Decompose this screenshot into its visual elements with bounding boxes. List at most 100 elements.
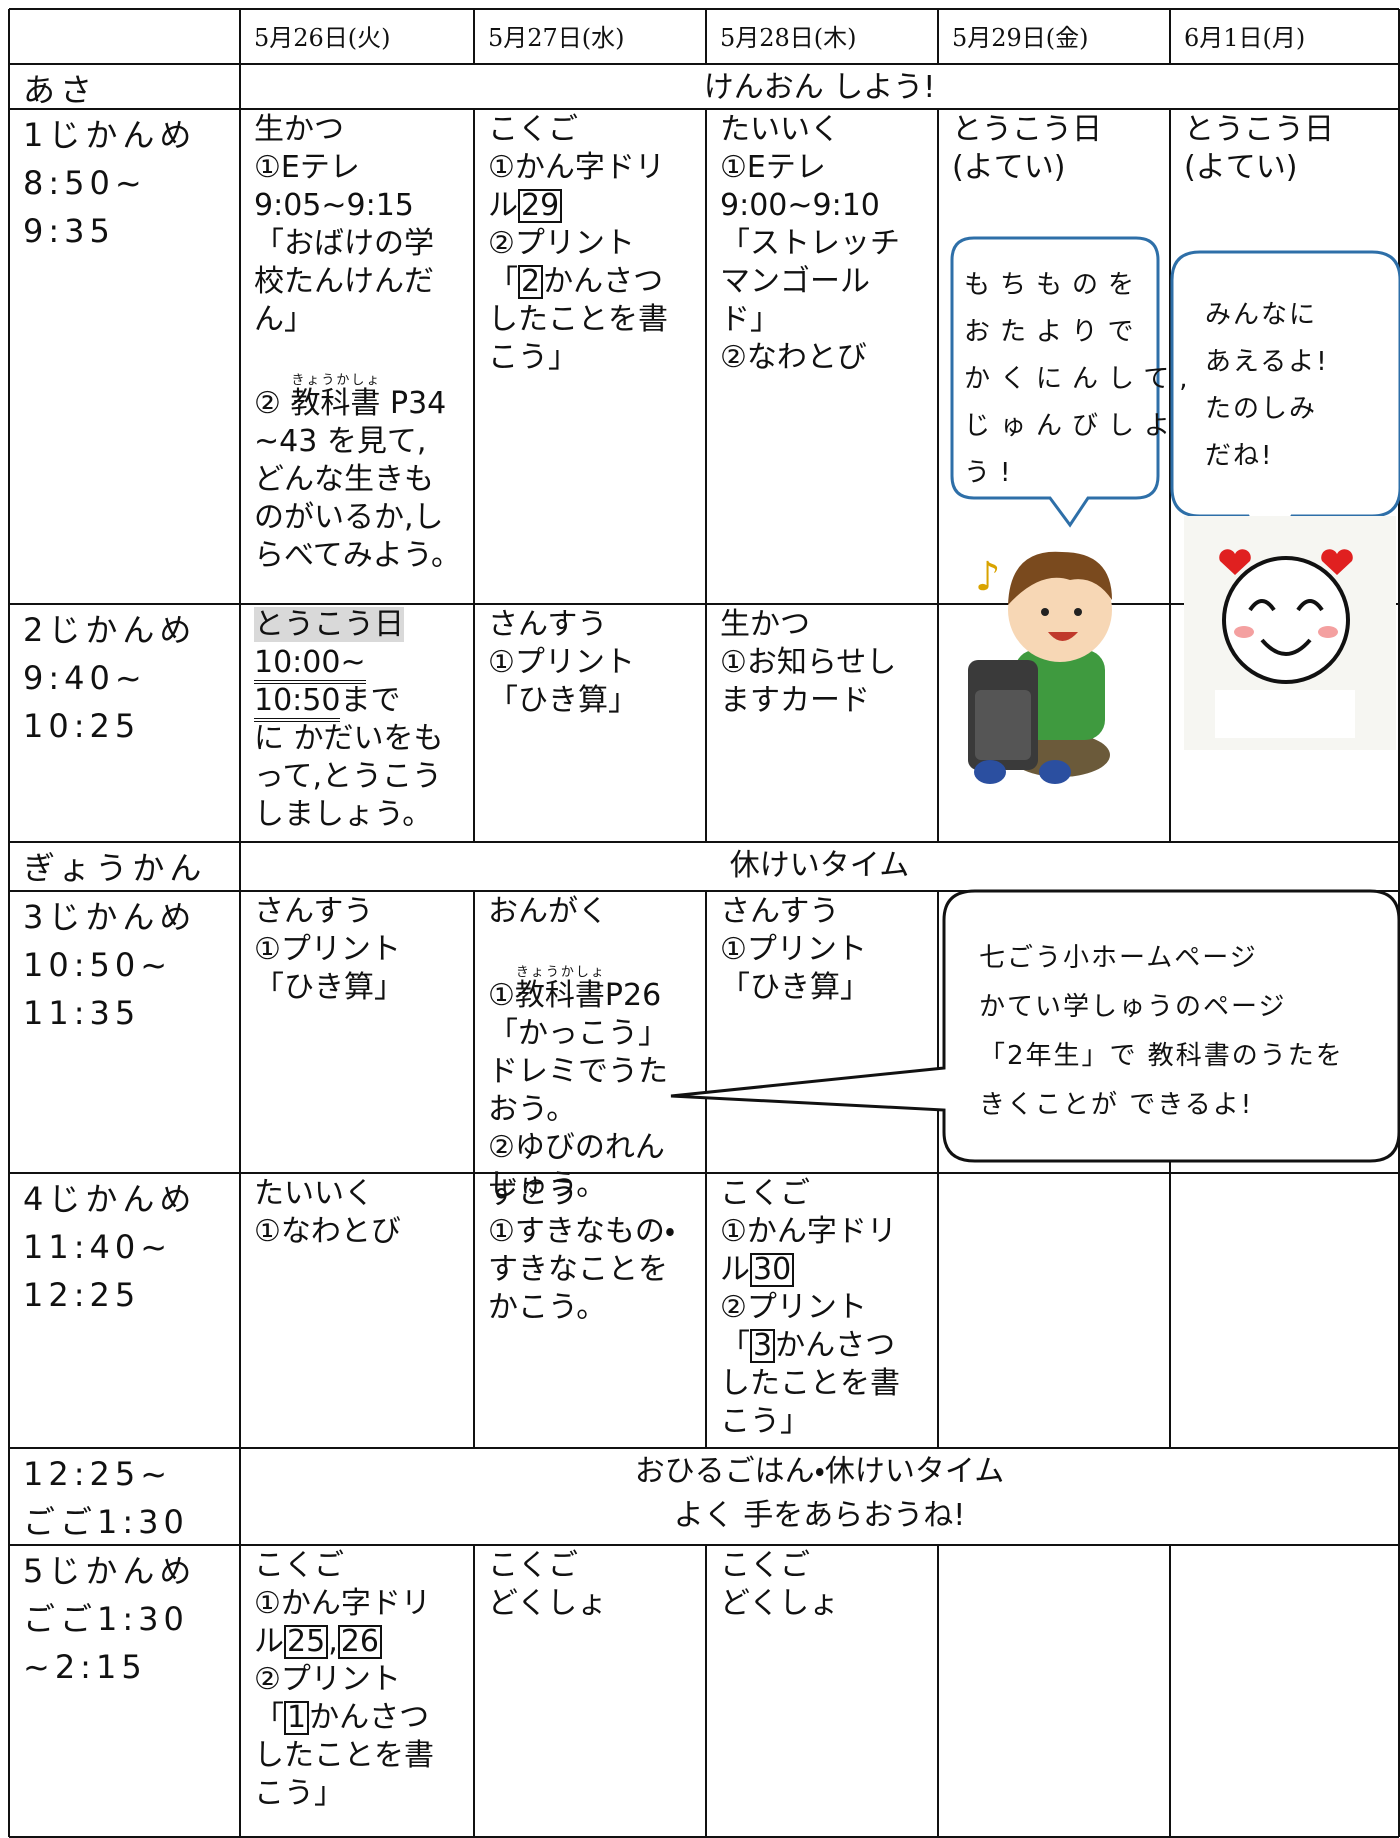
text-line: あえるよ! xyxy=(1205,347,1329,377)
text-line: しゅう。 xyxy=(488,1168,607,1203)
row-label: 4じかんめ 11:40~ 12:25 xyxy=(9,1173,240,1448)
text-line: どんな生きも xyxy=(254,462,434,497)
ruby-reading: きょうかしょ xyxy=(514,965,605,980)
text-line: 9:05~9:15 xyxy=(254,188,414,223)
text-line: しましょう。 xyxy=(254,797,433,832)
text-line: けんおん しよう! xyxy=(703,70,936,105)
text-line: 「2 かんさつ xyxy=(488,263,706,301)
text-line: に かだいをも xyxy=(254,721,444,756)
text-line: 「3 かんさつ xyxy=(720,1327,938,1365)
text-line: 校たんけんだ xyxy=(254,264,434,299)
text-line: ますカード xyxy=(720,683,870,718)
cell: ずこう ①すきなもの・ すきなことを かこう。 xyxy=(474,1173,706,1448)
text-line: かこう。 xyxy=(488,1290,607,1325)
ruby-base: 教科書 xyxy=(514,978,605,1013)
text: ル xyxy=(720,1252,750,1287)
text: ②プリント xyxy=(488,226,635,261)
cell xyxy=(1170,1173,1399,1448)
text-line: 「1 かんさつ xyxy=(254,1699,474,1737)
ruby-base: 教科書 xyxy=(290,386,381,421)
date: 5月27日(水) xyxy=(488,24,625,52)
cell: さんすう ①プリント 「ひき算」 xyxy=(240,891,474,1173)
text-line: 9:40~ xyxy=(23,659,147,697)
text: ル xyxy=(488,188,518,223)
text-line: ②ゆびのれん xyxy=(488,1130,665,1165)
underlined-text: 10:50 xyxy=(254,683,341,722)
text-line: おう。 xyxy=(488,1092,577,1127)
text: 「 xyxy=(254,1700,284,1735)
text-line: よく 手をあらおうね! xyxy=(673,1498,966,1533)
cell: おんがく ①教科書きょうかしょP26 「かっこう」 ドレミでうた おう。 ②ゆびのれん しゅ… xyxy=(474,891,706,1203)
text-line: 8:50~ xyxy=(23,164,147,202)
row-label: 3じかんめ 10:50~ 11:35 xyxy=(9,891,240,1173)
text-line: 「2年生」で 教科書のうたを xyxy=(979,1041,1344,1071)
date: 5月29日(金) xyxy=(952,24,1089,52)
text-line: とうこう日 xyxy=(254,606,474,644)
boy-illustration: ♪ xyxy=(968,551,1112,784)
cell: こくご どくしょ xyxy=(474,1545,706,1837)
cell: こくご ①かん字ドリル 30 ②プリント「3 かんさつ したことを書 こう」 xyxy=(706,1173,938,1448)
text-line: 9:00~9:10 xyxy=(720,188,880,223)
text-line: ①お知らせし xyxy=(720,645,897,680)
row-label: 1じかんめ 8:50~ 9:35 xyxy=(9,109,240,604)
text: まで xyxy=(340,683,401,718)
cell: とうこう日 (よてい) xyxy=(938,109,1170,604)
text-line: したことを書 xyxy=(488,302,668,337)
text-line: おたよりで xyxy=(964,317,1144,347)
date: 5月26日(火) xyxy=(254,24,391,52)
column-header: 5月28日(木) xyxy=(706,9,938,64)
column-header: 5月26日(火) xyxy=(240,9,474,64)
text-line: って,とうこう xyxy=(254,759,443,794)
text-line: (よてい) xyxy=(952,150,1066,185)
text: ② xyxy=(254,386,291,421)
text-line: こう」 xyxy=(488,340,578,375)
ruby-text: 教科書きょうかしょ xyxy=(290,373,381,421)
boxed-number: 29 xyxy=(518,189,563,223)
text-line: じゅんびしよ xyxy=(964,411,1181,441)
boxed-number: 1 xyxy=(284,1701,310,1735)
text-line: さんすう xyxy=(488,607,608,642)
text: かんさつ xyxy=(543,264,664,299)
cell: こくご どくしょ xyxy=(706,1545,938,1837)
text-line: ①プリント xyxy=(488,645,635,680)
text-line: ①なわとび xyxy=(254,1214,401,1249)
text-line: ①すきなもの・ xyxy=(488,1214,676,1249)
text-line: 10:50~ xyxy=(23,946,173,984)
cell: さんすう ①プリント 「ひき算」 xyxy=(474,604,706,842)
text-line: 「ひき算」 xyxy=(720,970,870,1005)
text-line: 「ストレッチ xyxy=(720,226,900,261)
text-line: ② 教科書きょうかしょ P34 xyxy=(254,373,474,423)
text-line: こくご xyxy=(488,112,578,147)
text-line: たいいく xyxy=(254,1176,374,1211)
cell xyxy=(938,1545,1170,1837)
text-line: ドレミでうた xyxy=(488,1054,668,1089)
row-label: ぎょうかん xyxy=(9,842,240,891)
text-line: 5じかんめ xyxy=(23,1552,197,1590)
text-line: ①プリント xyxy=(720,932,867,967)
text: P26 xyxy=(604,978,662,1013)
ruby-reading: きょうかしょ xyxy=(290,373,381,388)
text-line: とうこう日 xyxy=(952,112,1102,147)
text: かんさつ xyxy=(775,1328,896,1363)
text-line: 休けいタイム xyxy=(729,848,910,883)
boxed-number: 25 xyxy=(284,1625,329,1659)
row-label: 5じかんめ ごご1:30 ~2:15 xyxy=(9,1545,240,1837)
text-line: ①プリント xyxy=(254,932,401,967)
text-line: 「ひき算」 xyxy=(488,683,638,718)
cell: 生かつ ①Eテレ 9:05~9:15 「おばけの学 校たんけんだ ん」 ② 教科書きょうかし… xyxy=(240,109,474,604)
cell xyxy=(1170,604,1399,842)
text-line: ①教科書きょうかしょP26 xyxy=(488,965,706,1015)
text-line: ①Eテレ xyxy=(720,150,826,185)
cell: 生かつ ①お知らせし ますカード xyxy=(706,604,938,842)
spanning-cell: おひるごはん・休けいタイム よく 手をあらおうね! xyxy=(240,1448,1399,1545)
column-header: 5月29日(金) xyxy=(938,9,1170,64)
text-line: 11:40~ xyxy=(23,1228,173,1266)
text-line: たいいく xyxy=(720,112,840,147)
text-line: さんすう xyxy=(254,894,374,929)
text: かんさつ xyxy=(309,1700,430,1735)
text-line: ②プリント xyxy=(488,225,706,263)
text-line: とうこう日 xyxy=(1184,112,1334,147)
speech-bubble xyxy=(950,236,1160,528)
